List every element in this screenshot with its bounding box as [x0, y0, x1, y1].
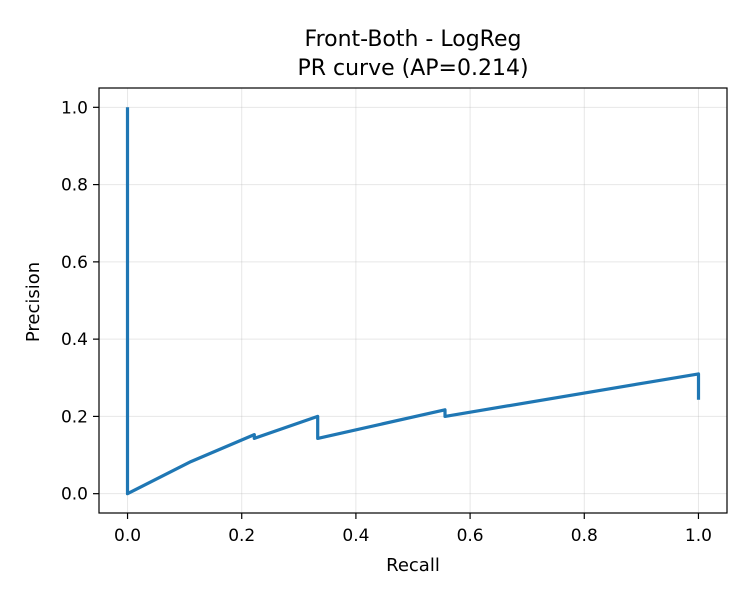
chart-subtitle: PR curve (AP=0.214) [297, 56, 528, 81]
x-tick-label: 0.8 [571, 526, 598, 546]
x-tick-label: 0.6 [457, 526, 484, 546]
grid [99, 88, 727, 513]
x-tick-label: 0.0 [114, 526, 141, 546]
x-tick-label: 0.4 [342, 526, 369, 546]
y-tick-label: 0.2 [61, 407, 88, 427]
y-tick-label: 0.6 [61, 253, 88, 273]
series-layer [125, 107, 701, 496]
x-tick-label: 1.0 [685, 526, 712, 546]
y-axis-ticks: 0.0 0.2 0.4 0.6 0.8 1.0 [61, 98, 99, 505]
y-axis-label: Precision [23, 262, 44, 342]
x-tick-label: 0.2 [228, 526, 255, 546]
x-axis-ticks: 0.0 0.2 0.4 0.6 0.8 1.0 [114, 513, 712, 546]
plot-frame [98, 87, 728, 514]
x-axis-label: Recall [386, 555, 440, 576]
y-tick-label: 1.0 [61, 98, 88, 118]
y-tick-label: 0.8 [61, 176, 88, 196]
y-tick-label: 0.0 [61, 485, 88, 505]
chart-title: Front-Both - LogReg [305, 27, 522, 52]
pr-curve-series-line [125, 107, 701, 496]
y-tick-label: 0.4 [61, 330, 88, 350]
